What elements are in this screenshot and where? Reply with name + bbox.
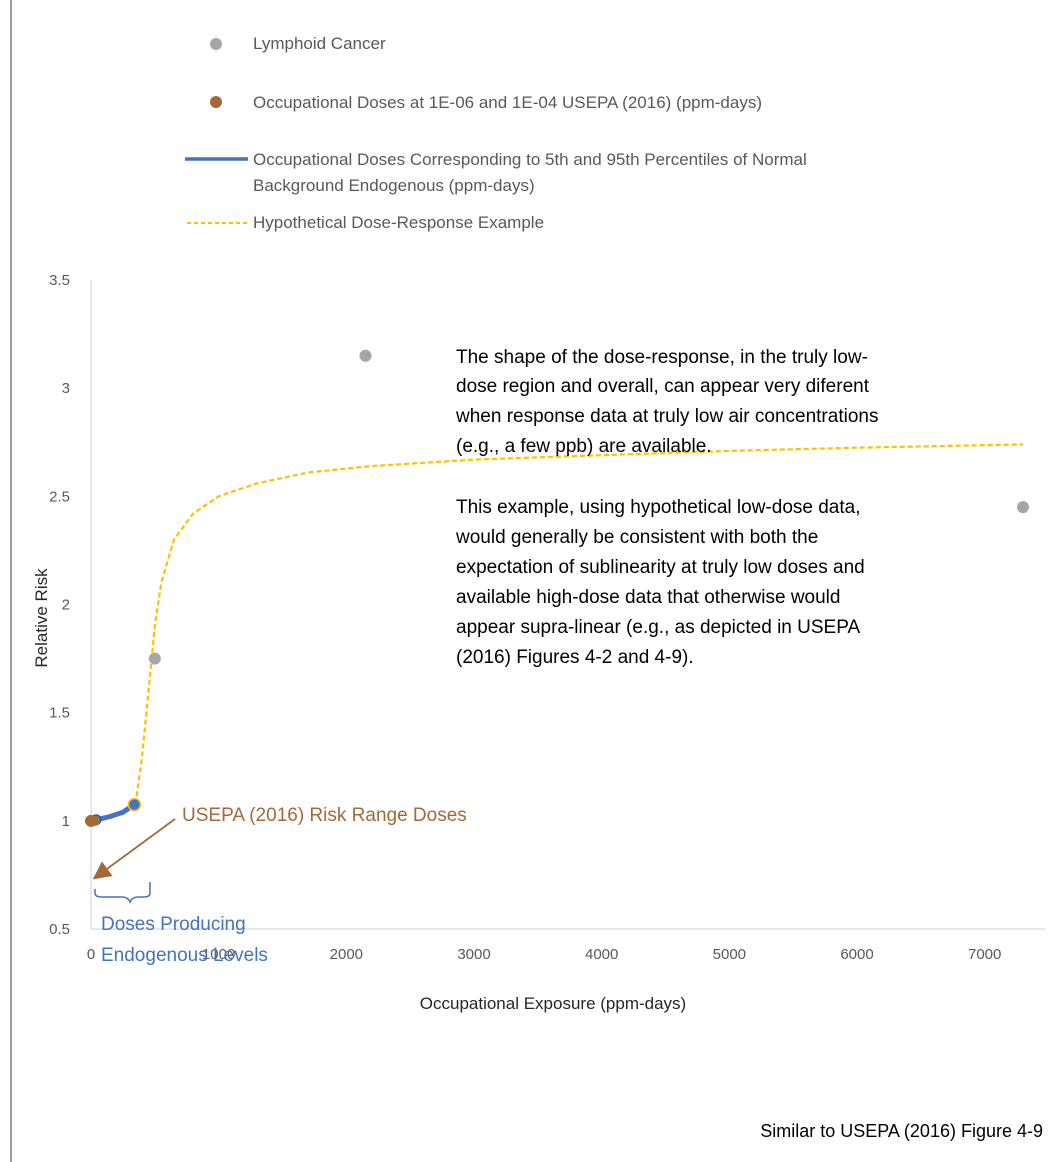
lymphoid-point-0 [148, 652, 161, 665]
risk-range-arrow [92, 818, 176, 880]
legend-label-endogenous-line1: Occupational Doses Corresponding to 5th … [253, 150, 807, 169]
annotation-p1-line-2: when response data at truly low air conc… [455, 406, 878, 427]
figure-caption: Similar to USEPA (2016) Figure 4-9 [760, 1121, 1043, 1141]
annotation-p2-line-1: would generally be consistent with both … [455, 527, 818, 548]
annotation-p2-line-3: available high-dose data that otherwise … [456, 587, 840, 608]
x-tick-label-1: 1000 [202, 946, 235, 963]
endogenous-label-line2: Endogenous Levels [101, 945, 268, 966]
y-tick-label-3: 2 [62, 597, 70, 614]
annotation-p1-line-1: dose region and overall, can appear very… [456, 376, 870, 397]
x-tick-label-3: 3000 [457, 946, 490, 963]
endogenous-point-end [127, 797, 142, 812]
legend-marker-lymphoid [210, 38, 222, 50]
y-axis-title: Relative Risk [32, 568, 51, 668]
annotation-paragraph-2: This example, using hypothetical low-dos… [455, 497, 865, 668]
annotation-p2-line-5: (2016) Figures 4-2 and 4-9). [456, 647, 694, 668]
y-tick-label-0: 0.5 [49, 921, 70, 938]
y-tick-label-2: 1.5 [49, 705, 70, 722]
x-ticks: 0 1000 2000 3000 4000 5000 6000 7000 [87, 946, 1002, 963]
annotation-p1-line-3: (e.g., a few ppb) are available. [456, 436, 712, 457]
x-tick-label-2: 2000 [330, 946, 363, 963]
legend-label-usepa-doses: Occupational Doses at 1E-06 and 1E-04 US… [253, 93, 762, 112]
annotation-p1-line-0: The shape of the dose-response, in the t… [456, 347, 868, 368]
endogenous-label-line1: Doses Producing [101, 914, 246, 935]
x-tick-label-6: 6000 [840, 946, 873, 963]
annotation-p2-line-2: expectation of sublinearity at truly low… [456, 557, 865, 578]
annotation-p2-line-4: appear supra-linear (e.g., as depicted i… [456, 617, 860, 638]
lymphoid-point-2 [1017, 501, 1029, 514]
y-ticks: 0.5 1 1.5 2 2.5 3 3.5 [49, 272, 70, 938]
y-tick-label-6: 3.5 [49, 272, 70, 289]
x-tick-label-7: 7000 [968, 946, 1001, 963]
x-tick-label-5: 5000 [713, 946, 746, 963]
series-endogenous-line [93, 802, 137, 823]
legend-label-hypothetical: Hypothetical Dose-Response Example [253, 213, 544, 232]
y-tick-label-4: 2.5 [49, 488, 70, 505]
endogenous-brace [94, 882, 151, 905]
legend-label-endogenous-line2: Background Endogenous (ppm-days) [253, 176, 535, 195]
legend-label-lymphoid: Lymphoid Cancer [253, 34, 386, 53]
lymphoid-point-1 [359, 349, 372, 362]
y-tick-label-5: 3 [62, 380, 70, 397]
usepa-dose-point-1 [89, 815, 100, 826]
risk-range-label: USEPA (2016) Risk Range Doses [182, 805, 467, 826]
annotation-paragraph-1: The shape of the dose-response, in the t… [455, 347, 878, 457]
annotation-p2-line-0: This example, using hypothetical low-dos… [456, 497, 861, 518]
x-tick-label-0: 0 [87, 946, 95, 963]
legend: Lymphoid Cancer Occupational Doses at 1E… [185, 34, 807, 232]
x-axis-title: Occupational Exposure (ppm-days) [420, 994, 686, 1013]
x-tick-label-4: 4000 [585, 946, 618, 963]
legend-marker-usepa-doses [210, 96, 222, 108]
y-tick-label-1: 1 [62, 813, 70, 830]
